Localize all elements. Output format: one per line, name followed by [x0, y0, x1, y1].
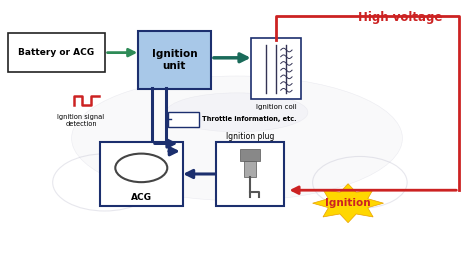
Text: Ignition
unit: Ignition unit	[152, 49, 197, 70]
Text: Ignition coil: Ignition coil	[255, 104, 296, 110]
Ellipse shape	[72, 76, 402, 201]
Text: ACG: ACG	[131, 193, 152, 202]
Text: High voltage: High voltage	[358, 11, 442, 24]
FancyBboxPatch shape	[216, 142, 284, 206]
Bar	[239, 149, 260, 161]
Text: Battery or ACG: Battery or ACG	[18, 48, 94, 57]
FancyBboxPatch shape	[8, 33, 105, 72]
FancyBboxPatch shape	[251, 38, 301, 99]
Bar	[244, 161, 256, 177]
Ellipse shape	[166, 93, 308, 132]
Polygon shape	[313, 184, 383, 223]
FancyBboxPatch shape	[168, 111, 199, 127]
Text: Ignition plug: Ignition plug	[226, 133, 274, 141]
FancyBboxPatch shape	[138, 31, 211, 89]
Text: Throttle information, etc.: Throttle information, etc.	[201, 116, 296, 122]
Text: Ignition: Ignition	[325, 198, 371, 208]
FancyBboxPatch shape	[100, 142, 182, 206]
Text: Ignition signal
detection: Ignition signal detection	[57, 114, 105, 127]
